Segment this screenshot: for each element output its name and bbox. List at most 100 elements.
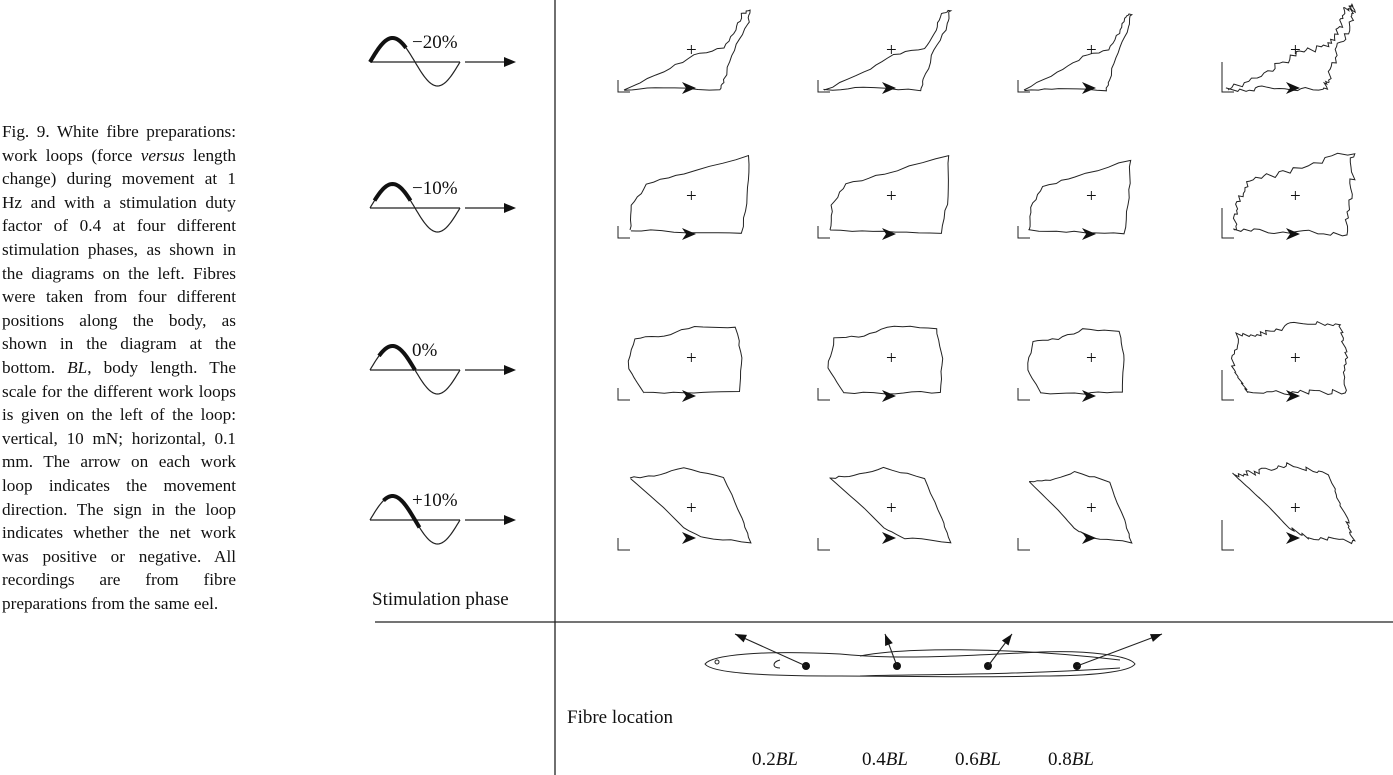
stimulus-segment	[382, 494, 422, 529]
stimulus-segment	[377, 344, 417, 372]
work-loop	[629, 154, 750, 234]
work-loop	[1028, 470, 1133, 544]
direction-arrow	[682, 532, 696, 544]
loop-sign: +	[686, 186, 697, 207]
caption-italic: versus	[140, 145, 185, 165]
work-loop	[1232, 462, 1356, 545]
work-loop	[1023, 13, 1134, 92]
work-loop	[823, 9, 953, 92]
direction-arrow	[1286, 532, 1300, 544]
arrowhead	[1150, 634, 1162, 642]
scale-bar	[617, 388, 630, 401]
loop-sign: +	[686, 498, 697, 519]
direction-arrow	[1286, 82, 1300, 94]
scale-bar	[817, 80, 830, 93]
scale-bar	[617, 226, 630, 239]
caption-text: Fig. 9. White fibre preparations: work l…	[2, 122, 236, 165]
direction-arrow	[1082, 228, 1096, 240]
loop-sign: +	[1086, 40, 1097, 61]
location-arrow	[734, 633, 807, 667]
loop-sign: +	[886, 498, 897, 519]
scale-bar	[817, 538, 830, 551]
location-number: 0.6	[955, 749, 979, 770]
loop-sign: +	[1290, 348, 1301, 369]
caption-italic: BL	[67, 357, 88, 377]
caption-text: , body length. The scale for the differe…	[2, 357, 237, 613]
location-unit: BL	[776, 749, 798, 770]
loop-sign: +	[686, 348, 697, 369]
location-value: 0.2BL	[752, 749, 798, 770]
loop-sign: +	[686, 40, 697, 61]
work-loop	[1028, 159, 1132, 235]
direction-arrow	[1082, 532, 1096, 544]
direction-arrow	[882, 228, 896, 240]
arrowhead	[1001, 634, 1012, 646]
work-loop	[629, 467, 752, 544]
scale-bar	[617, 538, 630, 551]
scale-bar	[817, 226, 830, 239]
work-loop	[1225, 3, 1356, 92]
work-loop	[1027, 328, 1125, 395]
loop-sign: +	[1290, 498, 1301, 519]
loop-sign: +	[1086, 498, 1097, 519]
phase-value: 0%	[412, 340, 438, 361]
eel-fin	[859, 649, 1121, 677]
direction-arrow	[1082, 390, 1096, 402]
work-loop	[829, 466, 952, 544]
location-unit: BL	[886, 749, 908, 770]
arrowhead	[504, 365, 516, 375]
loop-sign: +	[1086, 348, 1097, 369]
scale-bar	[1221, 62, 1234, 93]
phase-label: Stimulation phase	[372, 589, 509, 610]
direction-arrow	[1082, 82, 1096, 94]
work-loop	[829, 155, 950, 234]
stimulus-segment	[372, 181, 413, 202]
direction-arrow	[882, 82, 896, 94]
loop-sign: +	[1290, 40, 1301, 61]
direction-arrow	[1286, 228, 1300, 240]
direction-arrow	[682, 82, 696, 94]
direction-arrow	[682, 390, 696, 402]
arrowhead	[885, 634, 893, 646]
scale-bar	[1017, 538, 1030, 551]
location-number: 0.2	[752, 749, 776, 770]
loop-sign: +	[886, 348, 897, 369]
location-number: 0.4	[862, 749, 886, 770]
eel-eye	[714, 659, 720, 665]
loop-sign: +	[1086, 186, 1097, 207]
location-value: 0.4BL	[862, 749, 908, 770]
phase-value: −20%	[412, 32, 458, 53]
work-loop	[1232, 152, 1356, 237]
scale-bar	[1221, 208, 1234, 239]
location-unit: BL	[979, 749, 1001, 770]
arrowhead	[504, 203, 516, 213]
arrowhead	[504, 57, 516, 67]
direction-arrow	[1286, 390, 1300, 402]
work-loop	[827, 325, 944, 395]
scale-bar	[1017, 226, 1030, 239]
stimulus-segment	[368, 36, 408, 64]
caption: Fig. 9. White fibre preparations: work l…	[2, 120, 236, 615]
direction-arrow	[882, 390, 896, 402]
work-loop	[623, 9, 751, 91]
scale-bar	[817, 388, 830, 401]
scale-bar	[1017, 388, 1030, 401]
loop-sign: +	[886, 186, 897, 207]
scale-bar	[1017, 80, 1030, 93]
location-value: 0.8BL	[1048, 749, 1094, 770]
eel-outline	[704, 651, 1136, 678]
scale-bar	[1221, 370, 1234, 401]
work-loop	[627, 325, 743, 394]
scale-bar	[617, 80, 630, 93]
caption-text: length change) during movement at 1 Hz a…	[2, 145, 236, 377]
scale-bar	[1221, 520, 1234, 551]
location-number: 0.8	[1048, 749, 1072, 770]
direction-arrow	[882, 532, 896, 544]
work-loop	[1230, 320, 1349, 396]
location-value: 0.6BL	[955, 749, 1001, 770]
phase-value: +10%	[412, 490, 458, 511]
arrowhead	[504, 515, 516, 525]
loop-sign: +	[886, 40, 897, 61]
